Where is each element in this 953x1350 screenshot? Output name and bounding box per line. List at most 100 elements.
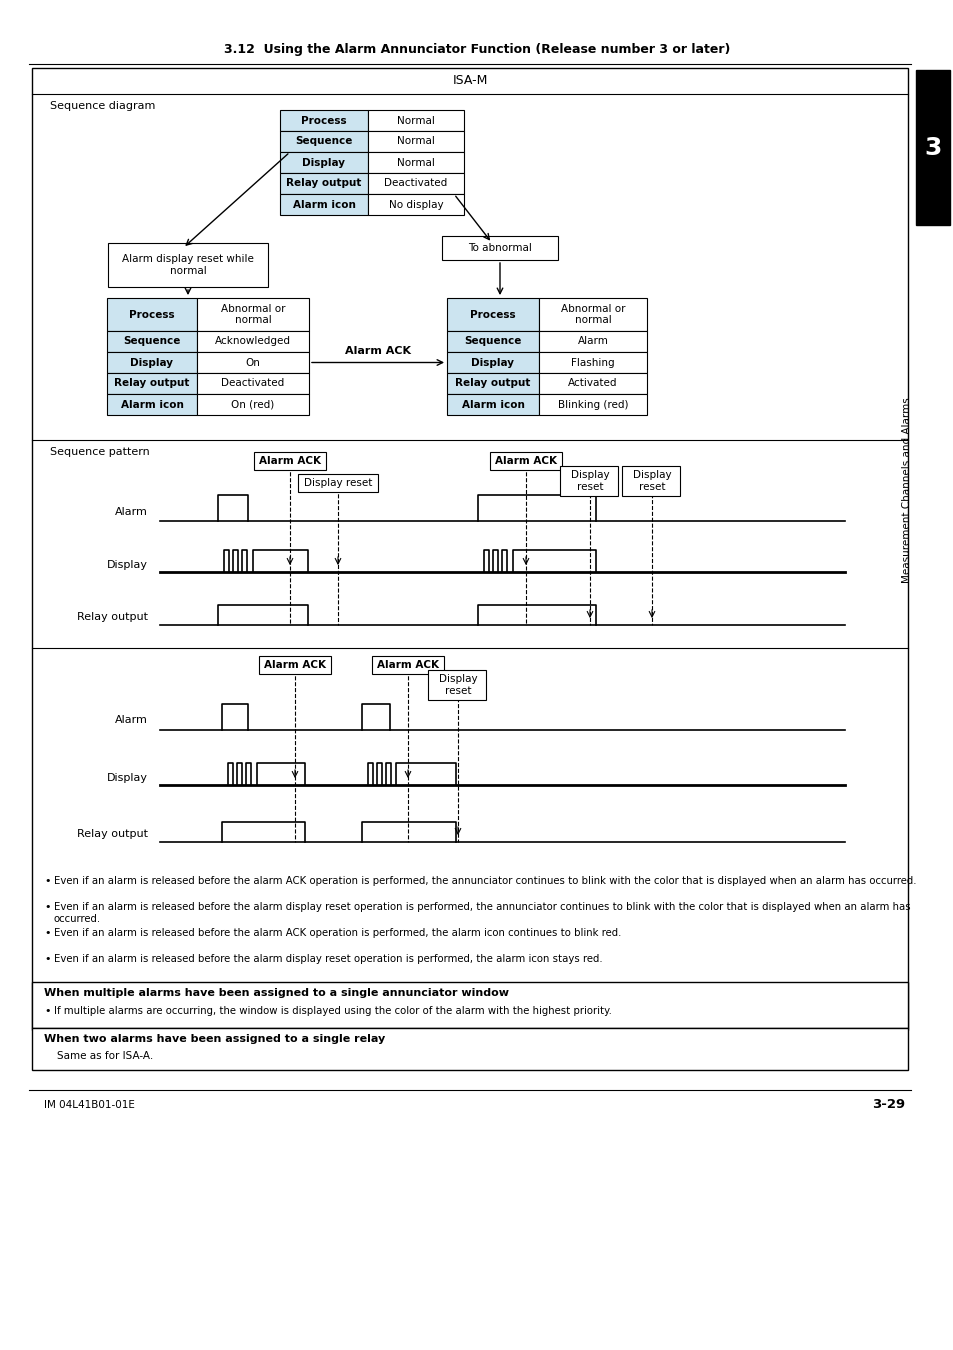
Bar	[538, 331, 646, 352]
Text: Sequence: Sequence	[295, 136, 353, 147]
Text: 3: 3	[923, 136, 941, 161]
Bar	[538, 394, 646, 414]
Bar	[107, 373, 196, 394]
Bar	[32, 981, 907, 1027]
Bar	[915, 70, 949, 225]
Text: Same as for ISA-A.: Same as for ISA-A.	[44, 1052, 153, 1061]
Text: Deactivated: Deactivated	[221, 378, 284, 389]
Bar	[196, 373, 309, 394]
Text: Relay output: Relay output	[77, 612, 148, 622]
Text: Process: Process	[470, 309, 516, 320]
Text: Alarm ACK: Alarm ACK	[376, 660, 438, 670]
Bar	[107, 352, 196, 373]
Text: Sequence: Sequence	[123, 336, 180, 347]
Bar	[538, 352, 646, 373]
Bar	[447, 352, 538, 373]
Bar	[32, 1027, 907, 1071]
Bar	[196, 331, 309, 352]
Bar	[428, 670, 485, 701]
Text: Relay output: Relay output	[286, 178, 361, 189]
Text: 3.12  Using the Alarm Annunciator Function (Release number 3 or later): 3.12 Using the Alarm Annunciator Functio…	[224, 43, 729, 57]
Text: Display
reset: Display reset	[632, 470, 671, 491]
Text: When multiple alarms have been assigned to a single annunciator window: When multiple alarms have been assigned …	[44, 988, 509, 998]
Text: Blinking (red): Blinking (red)	[558, 400, 628, 409]
Text: •: •	[44, 1006, 51, 1017]
Text: IM 04L41B01-01E: IM 04L41B01-01E	[44, 1100, 134, 1110]
Text: Even if an alarm is released before the alarm ACK operation is performed, the al: Even if an alarm is released before the …	[54, 927, 620, 938]
Bar	[621, 466, 679, 495]
Text: Alarm display reset while
normal: Alarm display reset while normal	[122, 254, 253, 275]
Text: •: •	[44, 954, 51, 964]
Bar	[368, 194, 463, 215]
Bar	[107, 298, 196, 331]
Bar	[559, 466, 618, 495]
Bar	[280, 194, 368, 215]
Text: Activated: Activated	[568, 378, 618, 389]
Text: To abnormal: To abnormal	[468, 243, 532, 252]
Text: Display: Display	[107, 774, 148, 783]
Text: Deactivated: Deactivated	[384, 178, 447, 189]
Text: Alarm: Alarm	[577, 336, 608, 347]
Bar	[490, 452, 561, 470]
Text: On (red): On (red)	[232, 400, 274, 409]
Bar	[196, 394, 309, 414]
Text: Alarm icon: Alarm icon	[293, 200, 355, 209]
Text: Normal: Normal	[396, 158, 435, 167]
Text: Alarm ACK: Alarm ACK	[264, 660, 326, 670]
Text: Display: Display	[471, 358, 514, 367]
Text: 3-29: 3-29	[871, 1099, 904, 1111]
Text: •: •	[44, 876, 51, 886]
Text: Display: Display	[302, 158, 345, 167]
Text: Normal: Normal	[396, 136, 435, 147]
Text: Display: Display	[131, 358, 173, 367]
Text: Alarm icon: Alarm icon	[461, 400, 524, 409]
Text: Relay output: Relay output	[77, 829, 148, 838]
Bar	[196, 298, 309, 331]
Text: Alarm ACK: Alarm ACK	[258, 456, 320, 466]
Text: When two alarms have been assigned to a single relay: When two alarms have been assigned to a …	[44, 1034, 385, 1044]
Text: Even if an alarm is released before the alarm display reset operation is perform: Even if an alarm is released before the …	[54, 902, 910, 923]
Text: Display
reset: Display reset	[438, 674, 476, 695]
Text: Relay output: Relay output	[114, 378, 190, 389]
Text: Alarm: Alarm	[115, 508, 148, 517]
Text: Display: Display	[107, 560, 148, 570]
Bar	[447, 298, 538, 331]
Text: Measurement Channels and Alarms: Measurement Channels and Alarms	[901, 397, 911, 583]
Text: Alarm ACK: Alarm ACK	[495, 456, 557, 466]
Text: Sequence: Sequence	[464, 336, 521, 347]
Bar	[280, 173, 368, 194]
Text: Process: Process	[301, 116, 347, 126]
Text: •: •	[44, 902, 51, 913]
Bar	[538, 298, 646, 331]
Bar	[297, 474, 377, 491]
Text: ISA-M: ISA-M	[452, 74, 487, 88]
Bar	[280, 153, 368, 173]
Text: Abnormal or
normal: Abnormal or normal	[220, 304, 285, 325]
Text: Display reset: Display reset	[303, 478, 372, 487]
Bar	[447, 373, 538, 394]
Text: No display: No display	[388, 200, 443, 209]
Bar	[372, 656, 443, 674]
Text: Alarm ACK: Alarm ACK	[345, 346, 411, 355]
Bar	[32, 68, 907, 1030]
Text: On: On	[245, 358, 260, 367]
Text: Sequence diagram: Sequence diagram	[50, 101, 155, 111]
Text: Abnormal or
normal: Abnormal or normal	[560, 304, 624, 325]
Text: Relay output: Relay output	[455, 378, 530, 389]
Text: Flashing: Flashing	[571, 358, 614, 367]
Bar	[368, 131, 463, 153]
Text: If multiple alarms are occurring, the window is displayed using the color of the: If multiple alarms are occurring, the wi…	[54, 1006, 611, 1017]
Bar	[196, 352, 309, 373]
Bar	[107, 394, 196, 414]
Text: Sequence pattern: Sequence pattern	[50, 447, 150, 458]
Bar	[447, 331, 538, 352]
Text: Normal: Normal	[396, 116, 435, 126]
Bar	[280, 109, 368, 131]
Bar	[280, 131, 368, 153]
Text: Alarm: Alarm	[115, 716, 148, 725]
Bar	[107, 331, 196, 352]
Bar	[368, 173, 463, 194]
Text: Acknowledged: Acknowledged	[214, 336, 291, 347]
Bar	[258, 656, 331, 674]
Bar	[447, 394, 538, 414]
